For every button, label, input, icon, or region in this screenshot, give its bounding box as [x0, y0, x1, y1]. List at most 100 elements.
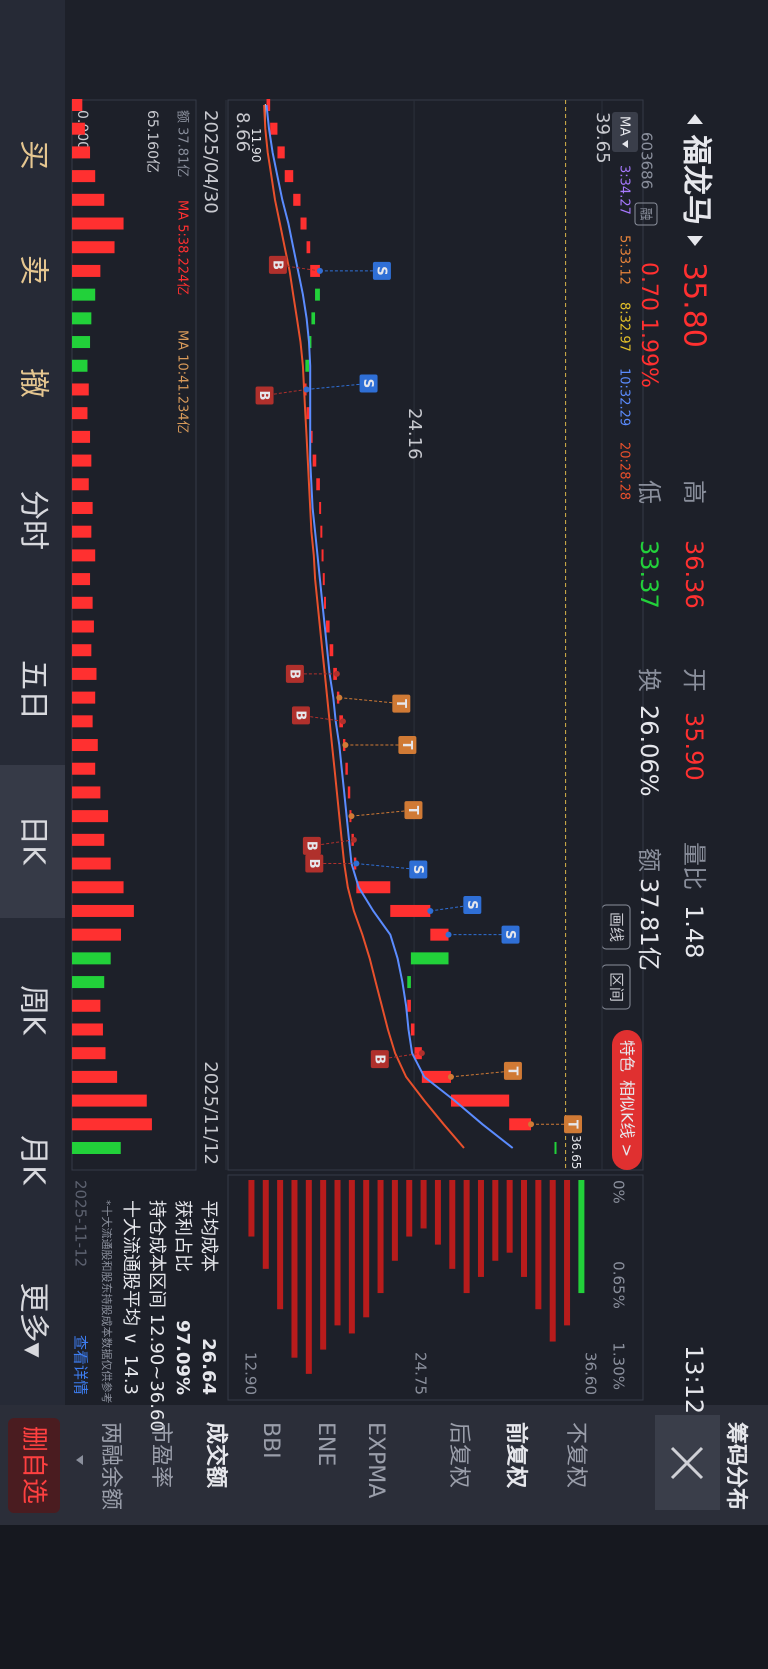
volume-bar	[71, 217, 124, 230]
delete-button[interactable]	[8, 1418, 60, 1513]
nav-button[interactable]: 更多▾	[16, 1282, 51, 1357]
candle	[321, 549, 324, 562]
nav-button[interactable]: 撤	[16, 368, 51, 398]
ma-line	[263, 104, 465, 1149]
kline-frame	[227, 99, 644, 1171]
volume-bar	[72, 430, 91, 443]
volume-legend: 额 37.81亿	[175, 110, 190, 177]
y-tick-label: 39.65	[592, 112, 613, 164]
candle	[305, 359, 309, 372]
chip-range: 持仓成本区间 12.90~36.60	[146, 1200, 167, 1432]
candle	[410, 1023, 415, 1036]
nav-button[interactable]: 周K	[16, 985, 51, 1036]
quote-high-label: 高	[680, 480, 708, 504]
volume-bar	[71, 193, 105, 206]
menu-item[interactable]: 成交额	[203, 1422, 229, 1488]
candle	[312, 454, 317, 467]
chip-link[interactable]: 查看详情	[72, 1335, 90, 1395]
quote-low-label: 低	[635, 480, 663, 504]
chip-y-tick: 12.90	[242, 1352, 260, 1395]
ma-button[interactable]	[612, 112, 638, 152]
quote-amt: 37.81亿	[635, 878, 663, 971]
trade-dot	[336, 694, 343, 701]
volume-bar	[72, 596, 93, 609]
ma-legend: 10:32.29	[617, 368, 632, 426]
price: 35.80	[677, 262, 712, 348]
badge-text: 融	[638, 207, 653, 220]
menu-item[interactable]: 后复权	[446, 1422, 471, 1488]
ma-legend: 8:32.97	[617, 302, 632, 352]
quote-turn: 26.06%	[635, 705, 663, 797]
candle	[300, 217, 307, 230]
prev-arrow[interactable]	[687, 114, 703, 124]
ma-legend: 5:33.12	[617, 235, 632, 285]
trade-box	[564, 1115, 583, 1134]
nav-button[interactable]: 五日	[16, 660, 51, 720]
chip-bar	[363, 1180, 370, 1318]
menu-item[interactable]: EXPMA	[363, 1422, 388, 1498]
chip-bar	[477, 1180, 484, 1277]
delete-text: 删自选	[19, 1426, 49, 1504]
volume-bar	[72, 312, 92, 325]
trade-link	[450, 1070, 513, 1078]
nav-button[interactable]: 分时	[16, 490, 51, 550]
chip-label[interactable]: 十大流通股平均 ∨	[120, 1200, 141, 1345]
menu-panel	[0, 1405, 768, 1525]
menu-item[interactable]: 两融余额	[98, 1422, 123, 1510]
nav-button[interactable]: 卖	[16, 255, 51, 285]
quote-high: 36.36	[680, 540, 708, 609]
trade-link	[339, 697, 402, 705]
menu-item[interactable]: 前复权	[503, 1422, 529, 1489]
y-tick-label: 8.66	[232, 112, 253, 152]
volume-bar	[71, 833, 105, 846]
trade-box	[501, 925, 520, 944]
high-line-label: 36.65	[569, 1135, 583, 1169]
trade-box	[255, 386, 274, 405]
volume-bar	[72, 786, 101, 799]
menu-item[interactable]: BBI	[258, 1422, 283, 1459]
volume-bar	[71, 288, 96, 301]
quote-low: 33.37	[635, 540, 663, 609]
chip-note: *十大流通股和股东持股成本数据仅供参考	[100, 1200, 114, 1404]
chip-y-tick: 36.60	[582, 1352, 600, 1395]
nav-button[interactable]: 买	[16, 140, 51, 170]
chip-bar	[377, 1180, 384, 1294]
nav-button[interactable]: 月K	[16, 1135, 51, 1186]
candle	[345, 762, 348, 775]
trade-dot	[303, 386, 310, 393]
candle	[322, 573, 325, 586]
candle	[293, 193, 301, 206]
menu-item[interactable]: 市盈率	[148, 1422, 173, 1488]
volume-bar	[72, 1142, 121, 1154]
candle	[356, 881, 391, 894]
menu-title: 筹码分布	[723, 1422, 749, 1510]
side-blank	[0, 1525, 768, 1669]
volume-bar	[71, 359, 88, 372]
similar-pill[interactable]	[612, 1030, 642, 1170]
similar-text: 相似K线 >	[618, 1080, 637, 1157]
nav-button[interactable]: 日K	[16, 815, 51, 866]
trade-dot	[445, 931, 452, 938]
trade-label: B	[269, 260, 284, 270]
trade-box	[398, 736, 417, 755]
trade-dot	[447, 1073, 454, 1080]
menu-item[interactable]: ENE	[313, 1422, 338, 1466]
trade-link	[306, 382, 369, 390]
trade-dot	[348, 813, 355, 820]
quote-turn-label: 换	[635, 668, 663, 692]
trade-label: B	[306, 859, 321, 869]
next-arrow[interactable]	[687, 236, 703, 246]
candle	[329, 644, 334, 657]
candle	[277, 146, 285, 159]
candle	[390, 904, 431, 917]
volume-bar	[71, 620, 94, 633]
candle	[509, 1118, 532, 1131]
menu-item[interactable]: 不复权	[563, 1422, 588, 1488]
trade-label: B	[303, 841, 318, 851]
volume-bar	[72, 336, 91, 349]
trade-box	[285, 664, 304, 683]
candle	[270, 122, 278, 135]
chip-x-tick: 1.30%	[610, 1342, 628, 1390]
